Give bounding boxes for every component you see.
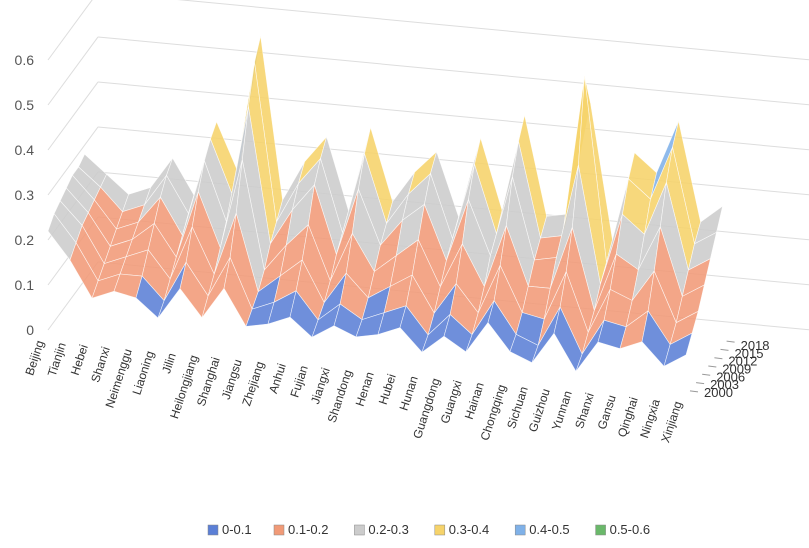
z-gridline-side bbox=[47, 36, 99, 106]
province-tick-label: Hainan bbox=[462, 381, 487, 421]
legend-label: 0.2-0.3 bbox=[368, 522, 408, 537]
legend-label: 0.3-0.4 bbox=[449, 522, 489, 537]
province-tick-label: Qinghai bbox=[615, 395, 641, 439]
province-tick-label: Hubei bbox=[376, 372, 399, 406]
province-tick-label: Anhui bbox=[266, 362, 289, 396]
z-gridline bbox=[97, 81, 809, 151]
province-tick-label: Guangxi bbox=[438, 379, 465, 426]
surface-plot bbox=[47, 35, 724, 373]
province-tick-label: Hunan bbox=[397, 374, 421, 412]
province-tick-label: Henan bbox=[353, 370, 377, 408]
z-tick-label: 0.6 bbox=[15, 52, 35, 68]
year-tick-mark bbox=[696, 382, 705, 385]
year-tick-label: 2012 bbox=[728, 354, 757, 369]
z-gridline bbox=[177, 0, 809, 61]
z-axis-ticks: 0 0.1 0.2 0.3 0.4 0.5 0.6 bbox=[15, 52, 35, 338]
legend: 0-0.1 0.1-0.2 0.2-0.3 0.3-0.4 0.4-0.5 0.5-0.6 bbox=[207, 522, 650, 537]
legend-label: 0.1-0.2 bbox=[288, 522, 328, 537]
year-tick-mark bbox=[714, 357, 723, 360]
year-tick-label: 2006 bbox=[716, 369, 745, 384]
year-tick-label: 2003 bbox=[710, 377, 739, 392]
year-tick-label: 2009 bbox=[722, 362, 751, 377]
province-tick-label: Zhejiang bbox=[239, 360, 267, 408]
year-tick-mark bbox=[702, 373, 711, 376]
province-tick-label: Gansu bbox=[595, 393, 619, 431]
province-tick-label: Liaoning bbox=[130, 349, 157, 396]
province-tick-label: Jiangxi bbox=[308, 366, 333, 406]
z-tick-label: 0.2 bbox=[15, 232, 35, 248]
province-tick-label: Shanxi bbox=[572, 391, 597, 430]
z-tick-label: 0 bbox=[26, 322, 34, 338]
year-tick-label: 2015 bbox=[735, 346, 764, 361]
year-tick-label: 2000 bbox=[704, 385, 733, 400]
province-tick-label: Jiangsu bbox=[219, 358, 245, 402]
year-tick-mark bbox=[708, 365, 717, 368]
province-tick-label: Tianjin bbox=[45, 341, 69, 379]
legend-swatch bbox=[207, 524, 219, 536]
legend-swatch bbox=[595, 524, 606, 536]
z-gridline-side bbox=[47, 81, 99, 151]
year-tick-mark bbox=[720, 348, 729, 351]
legend-swatch bbox=[434, 524, 446, 536]
province-tick-label: Yunnan bbox=[549, 389, 575, 432]
z-gridline-side bbox=[47, 0, 93, 61]
province-tick-label: Hebei bbox=[68, 343, 91, 377]
z-tick-label: 0.3 bbox=[15, 187, 35, 203]
legend-label: 0-0.1 bbox=[222, 522, 252, 537]
province-tick-label: Ningxia bbox=[637, 397, 663, 440]
legend-swatch bbox=[273, 524, 285, 536]
z-tick-label: 0.4 bbox=[15, 142, 35, 158]
z-gridline bbox=[97, 36, 809, 106]
legend-label: 0.5-0.6 bbox=[610, 522, 650, 537]
z-tick-label: 0.1 bbox=[15, 277, 35, 293]
legend-swatch bbox=[514, 524, 526, 536]
surface-cell bbox=[663, 332, 693, 367]
year-tick-label: 2018 bbox=[741, 338, 770, 353]
province-tick-label: Fujian bbox=[287, 364, 310, 399]
province-tick-label: Jilin bbox=[159, 351, 179, 375]
province-tick-label: Beijing bbox=[22, 339, 46, 378]
legend-label: 0.4-0.5 bbox=[529, 522, 569, 537]
z-tick-label: 0.5 bbox=[15, 97, 35, 113]
z-gridline-side bbox=[47, 126, 99, 196]
year-tick-mark bbox=[689, 390, 699, 393]
year-tick-mark bbox=[726, 340, 735, 343]
province-tick-label: Xinjiang bbox=[658, 400, 685, 445]
legend-swatch bbox=[354, 524, 365, 536]
province-tick-label: Shanxi bbox=[88, 345, 113, 384]
